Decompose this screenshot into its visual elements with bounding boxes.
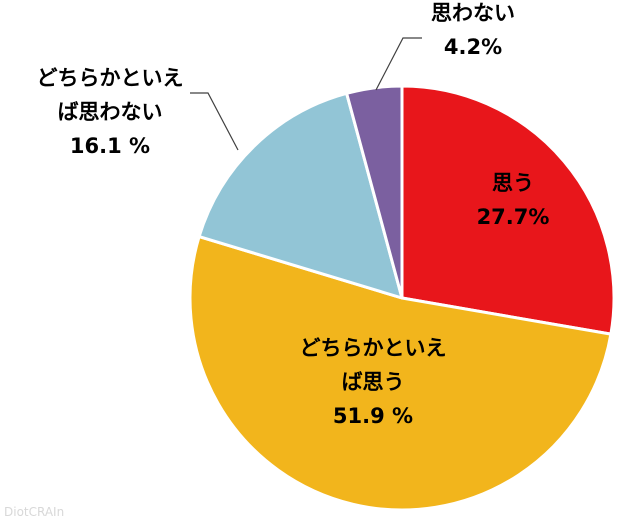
data-label-value-1: 51.9 %	[333, 404, 413, 428]
leader-line-3	[375, 37, 422, 91]
pie-slice-1	[188, 235, 613, 512]
data-label-category-2-1: ば思わない	[58, 100, 163, 124]
data-label-category-1-0: どちらかといえ	[300, 336, 447, 360]
data-label-category-1-1: ば思う	[342, 370, 405, 394]
pie-slice-3	[345, 84, 404, 300]
pie-slice-0	[400, 84, 616, 336]
data-label-category-3-0: 思わない	[431, 1, 515, 25]
leader-line-2	[190, 92, 239, 151]
watermark: DiotCRAIn	[4, 505, 65, 519]
data-label-value-3: 4.2%	[444, 35, 502, 59]
data-label-category-2-0: どちらかといえ	[37, 66, 184, 90]
data-label-value-0: 27.7%	[477, 205, 550, 229]
data-label-value-2: 16.1 %	[70, 134, 150, 158]
pie-slice-2	[197, 91, 404, 300]
data-label-category-0-0: 思う	[492, 171, 534, 195]
